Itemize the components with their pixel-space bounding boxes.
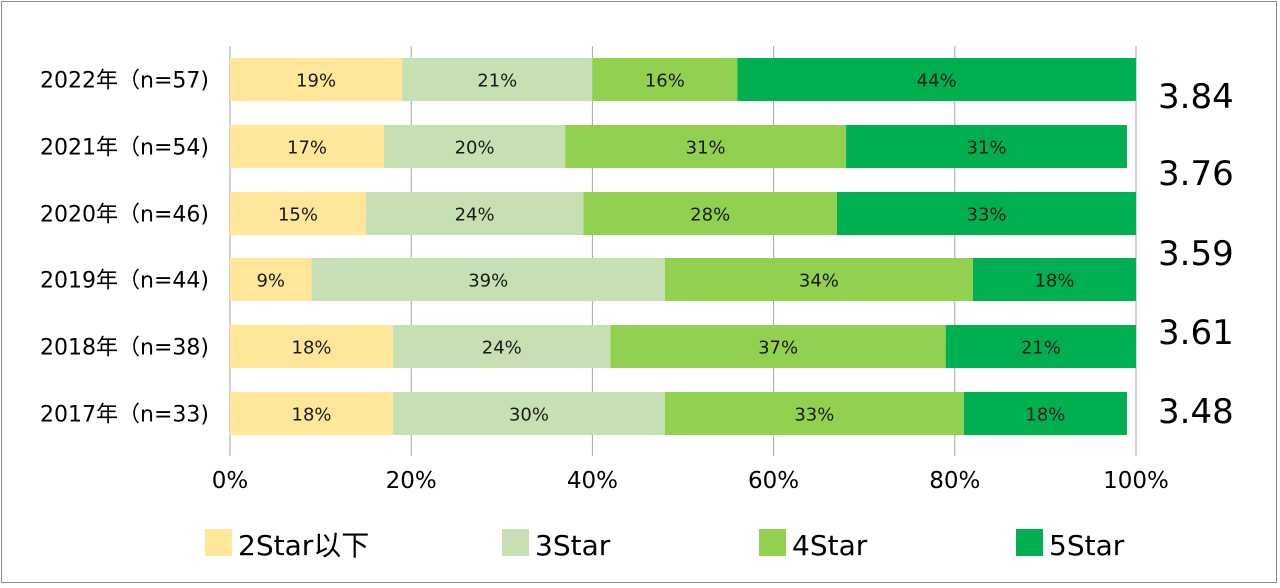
legend-label: 5Star <box>1049 529 1125 562</box>
legend-item: 3Star <box>502 529 611 562</box>
data-label: 31% <box>686 138 726 159</box>
data-label: 24% <box>455 205 495 226</box>
bar-segment <box>565 125 847 168</box>
x-tick-label: 60% <box>748 468 799 494</box>
average-score: 3.76 <box>1158 154 1234 194</box>
legend-label: 2Star以下 <box>238 529 369 562</box>
legend-label: 3Star <box>535 529 611 562</box>
legend-label: 4Star <box>792 529 868 562</box>
category-labels: 2022年（n=57) 2021年（n=54) 2020年（n=46) 2019年（n… <box>40 69 209 428</box>
data-label: 24% <box>482 338 522 359</box>
data-label: 18% <box>292 338 332 359</box>
legend-item: 5Star <box>1016 529 1125 562</box>
legend-swatch <box>759 529 786 556</box>
average-score: 3.84 <box>1158 77 1234 117</box>
gridlines <box>229 46 1137 456</box>
bar-segment <box>230 392 394 435</box>
bar-row: 18% 30% 33% 18% <box>230 392 1127 435</box>
average-score: 3.59 <box>1158 234 1234 274</box>
bar-segment <box>402 58 593 101</box>
bar-segment <box>393 325 611 368</box>
legend-item: 2Star以下 <box>205 529 369 562</box>
category-label: 2018年（n=38) <box>40 336 209 361</box>
legend-item: 4Star <box>759 529 868 562</box>
x-tick-label: 80% <box>929 468 980 494</box>
data-label: 30% <box>509 405 549 426</box>
data-label: 18% <box>1034 271 1074 292</box>
bar-row: 19% 21% 16% 44% <box>230 58 1136 101</box>
category-label: 2019年（n=44) <box>40 269 209 294</box>
bar-segment <box>664 258 973 301</box>
legend-swatch <box>205 529 232 556</box>
x-axis-ticks: 0% 20% 40% 60% 80% 100% <box>212 468 1169 494</box>
x-tick-label: 20% <box>386 468 437 494</box>
data-label: 31% <box>967 138 1007 159</box>
bar-segment <box>664 392 964 435</box>
bar-segment <box>963 392 1127 435</box>
bar-segment <box>846 125 1127 168</box>
data-label: 33% <box>967 205 1007 226</box>
category-label: 2022年（n=57) <box>40 69 209 94</box>
data-label: 39% <box>468 271 508 292</box>
bar-segment <box>592 58 738 101</box>
bar-segment <box>945 325 1136 368</box>
legend: 2Star以下 3Star 4Star 5Star <box>205 529 1125 562</box>
data-label: 21% <box>1021 338 1061 359</box>
bar-row: 17% 20% 31% 31% <box>230 125 1127 168</box>
bar-segment <box>230 258 312 301</box>
bar-row: 18% 24% 37% 21% <box>230 325 1136 368</box>
data-label: 37% <box>758 338 798 359</box>
bar-segment <box>311 258 665 301</box>
bar-segment <box>365 192 584 235</box>
data-label: 44% <box>917 71 957 92</box>
data-label: 19% <box>296 71 336 92</box>
bar-segment <box>230 192 366 235</box>
data-label: 21% <box>477 71 517 92</box>
bar-row: 9% 39% 34% 18% <box>230 258 1136 301</box>
bar-segment <box>737 58 1136 101</box>
x-tick-label: 40% <box>567 468 618 494</box>
category-label: 2020年（n=46) <box>40 203 209 228</box>
average-score: 3.48 <box>1158 392 1234 432</box>
data-label: 34% <box>799 271 839 292</box>
data-label: 20% <box>455 138 495 159</box>
bar-segment <box>393 392 665 435</box>
bars: 19% 21% 16% 44% 17% 20% 31% 31% 15% 24% 28% 33% 9% 39… <box>230 58 1136 435</box>
legend-swatch <box>1016 529 1043 556</box>
bar-segment <box>837 192 1136 235</box>
bar-segment <box>230 58 403 101</box>
x-tick-label: 100% <box>1103 468 1169 494</box>
category-label: 2017年（n=33) <box>40 403 209 428</box>
data-label: 16% <box>645 71 685 92</box>
legend-swatch <box>502 529 529 556</box>
bar-segment <box>230 325 394 368</box>
data-label: 17% <box>287 138 327 159</box>
average-scores: 3.84 3.76 3.59 3.61 3.48 <box>1158 77 1234 432</box>
data-label: 18% <box>292 405 332 426</box>
data-label: 9% <box>256 271 285 292</box>
x-tick-label: 0% <box>212 468 249 494</box>
data-label: 33% <box>794 405 834 426</box>
bar-segment <box>610 325 946 368</box>
bar-segment <box>972 258 1136 301</box>
bar-row: 15% 24% 28% 33% <box>230 192 1136 235</box>
bar-segment <box>230 125 385 168</box>
average-score: 3.61 <box>1158 313 1234 353</box>
bar-segment <box>384 125 566 168</box>
bar-segment <box>583 192 838 235</box>
data-label: 15% <box>278 205 318 226</box>
category-label: 2021年（n=54) <box>40 136 209 161</box>
data-label: 18% <box>1025 405 1065 426</box>
data-label: 28% <box>690 205 730 226</box>
